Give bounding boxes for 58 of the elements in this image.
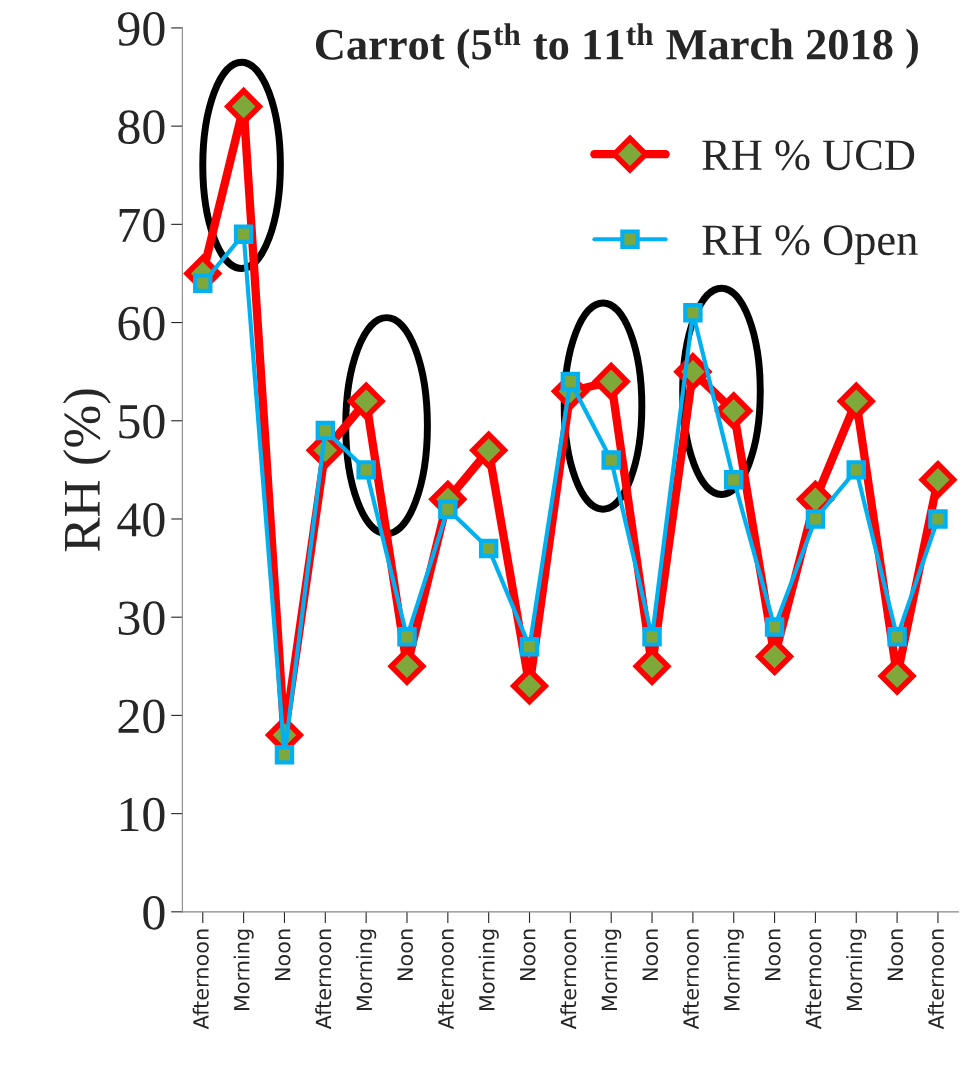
point — [683, 303, 703, 323]
point — [193, 273, 213, 293]
x-tick-label: Morning — [478, 929, 499, 1011]
x-tick-label: Afternoon — [437, 929, 454, 1030]
point — [592, 362, 630, 400]
x-tick-label: Afternoon — [682, 929, 699, 1030]
y-tick-label: 0 — [143, 895, 165, 930]
legend-label: RH % Open — [702, 225, 918, 265]
x-tick-label: Afternoon — [192, 929, 209, 1030]
point — [397, 627, 417, 647]
point — [837, 382, 875, 420]
y-tick-label: 50 — [119, 404, 165, 439]
x-tick-label: Morning — [723, 929, 744, 1011]
point — [438, 499, 458, 519]
y-tick-label: 60 — [118, 306, 165, 341]
x-tick-label: Afternoon — [560, 929, 577, 1030]
y-axis-title: RH (%) — [62, 389, 111, 552]
y-tick-label: 90 — [118, 12, 165, 46]
y-tick-label: 70 — [119, 208, 165, 243]
x-tick-label: Morning — [601, 929, 622, 1011]
point — [478, 538, 499, 559]
point — [887, 627, 907, 647]
point — [919, 461, 957, 499]
point — [724, 469, 744, 490]
y-tick-label: 80 — [118, 110, 165, 144]
point — [274, 744, 295, 765]
x-tick-label: Noon — [520, 929, 536, 981]
point — [470, 431, 508, 469]
x-tick-label: Morning — [846, 929, 867, 1011]
x-tick-label: Morning — [356, 929, 377, 1011]
point — [347, 382, 385, 420]
point — [225, 88, 263, 125]
x-tick-label: Noon — [887, 929, 904, 981]
x-tick-label: Afternoon — [805, 929, 822, 1030]
x-tick-label: Noon — [765, 929, 781, 981]
point — [642, 627, 662, 647]
point — [928, 509, 948, 529]
point — [519, 636, 540, 657]
x-tick-label: Morning — [233, 929, 254, 1011]
x-tick-label: Noon — [642, 929, 659, 981]
y-tick-label: 30 — [118, 601, 165, 636]
x-tick-label: Afternoon — [927, 929, 944, 1030]
x-tick-label: Noon — [275, 929, 291, 981]
point — [356, 460, 376, 480]
point — [601, 450, 621, 470]
x-tick-label: Afternoon — [315, 929, 332, 1030]
chart-title: Carrot (5$^{th}$ to 11$^{th}$ March 2018 ) — [315, 23, 918, 69]
point — [715, 392, 753, 430]
point — [315, 420, 336, 441]
y-tick-label: 20 — [118, 699, 165, 734]
x-tick-label: Noon — [397, 929, 414, 981]
y-tick-label: 10 — [120, 797, 165, 832]
point — [805, 509, 826, 529]
point — [846, 460, 866, 480]
legend-label: RH % UCD — [702, 140, 915, 171]
point — [764, 617, 785, 637]
point — [233, 224, 254, 244]
y-tick-label: 40 — [117, 503, 165, 537]
